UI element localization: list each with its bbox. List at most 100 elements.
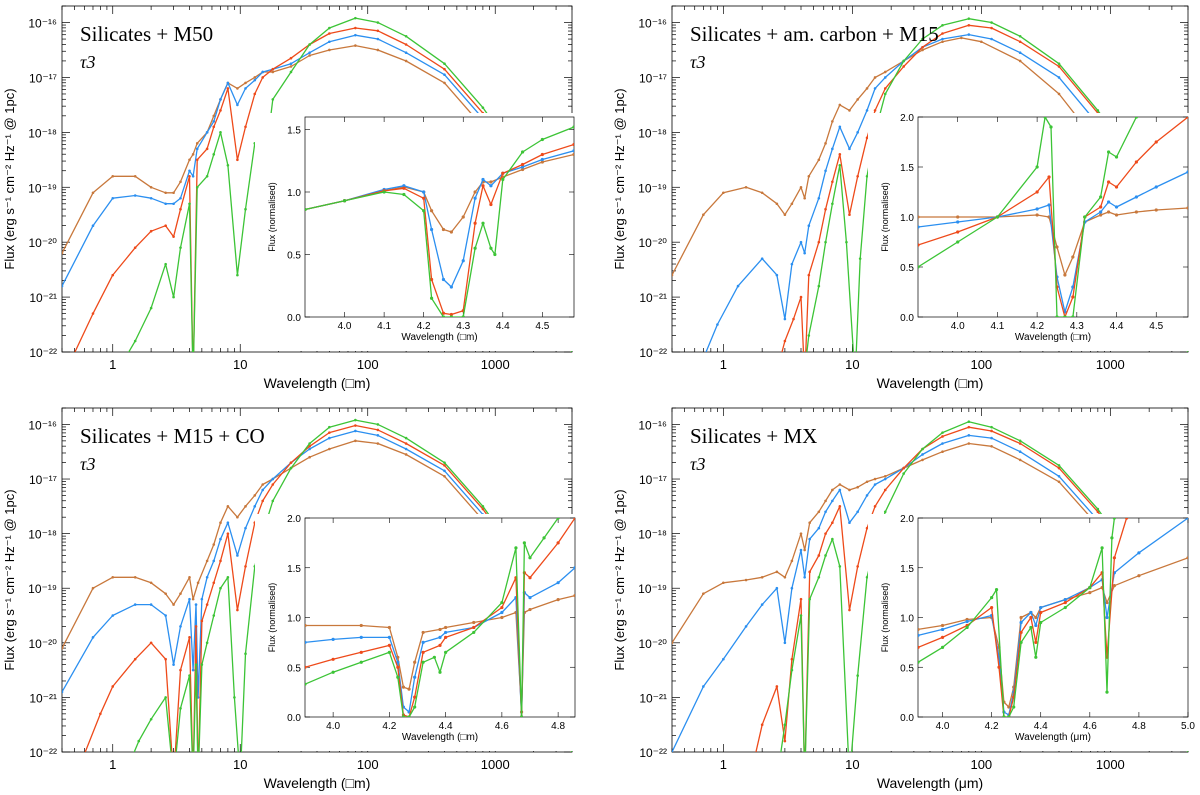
inset-data-point-green	[918, 660, 920, 664]
data-point-green	[376, 423, 380, 426]
inset-data-point-blue	[956, 220, 960, 224]
data-point-green	[244, 652, 247, 656]
inset-series-group	[305, 518, 575, 717]
data-point-brown	[817, 510, 821, 514]
data-point-blue	[831, 147, 834, 151]
inset-data-point-red	[572, 142, 574, 147]
data-point-blue	[194, 603, 198, 606]
y-axis-label: Flux (erg s⁻¹ cm⁻² Hz⁻¹ @ 1pc)	[2, 88, 17, 269]
data-point-blue	[149, 196, 153, 200]
x-tick-label: 1000	[1096, 757, 1125, 772]
data-point-brown	[702, 213, 705, 217]
data-point-green	[817, 284, 821, 288]
data-point-red	[195, 158, 199, 162]
y-tick-label: 10⁻²¹	[29, 291, 57, 305]
inset-x-tick-label: 4.0	[338, 321, 352, 332]
inset-data-point-green	[556, 518, 560, 520]
inset-x-tick-label: 4.2	[1030, 321, 1044, 332]
data-point-red	[188, 636, 191, 639]
inset-data-point-blue	[387, 635, 391, 640]
inset-data-point-blue	[1114, 205, 1119, 209]
inset-data-point-red	[1039, 610, 1043, 615]
inset-data-point-brown	[1019, 615, 1023, 620]
inset-x-tick-label: 4.1	[990, 321, 1004, 332]
y-tick-label: 10⁻¹⁸	[28, 126, 57, 140]
inset-data-point-blue	[444, 630, 448, 635]
data-point-green	[856, 674, 859, 677]
inset-series-group	[305, 125, 574, 317]
data-point-red	[443, 464, 446, 467]
inset-data-point-green	[501, 177, 505, 182]
inset-data-point-red	[500, 605, 504, 610]
y-tick-label: 10⁻¹⁶	[28, 418, 57, 432]
data-point-green	[212, 614, 216, 617]
data-point-green	[328, 425, 331, 429]
y-axis-label: Flux (erg s⁻¹ cm⁻² Hz⁻¹ @ 1pc)	[612, 489, 627, 670]
data-point-green	[799, 614, 803, 617]
data-point-brown	[856, 485, 859, 489]
inset-data-point-green	[519, 715, 524, 717]
inset-x-axis-label: Wavelength (□m)	[402, 732, 478, 743]
data-point-green	[164, 262, 167, 266]
data-point-red	[212, 125, 216, 129]
data-point-red	[289, 461, 293, 464]
data-point-blue	[133, 603, 137, 606]
data-point-brown	[838, 103, 842, 107]
inset-data-point-red	[501, 171, 505, 175]
inset-x-tick-label: 4.4	[439, 721, 453, 732]
data-point-green	[808, 597, 811, 601]
series-group	[62, 418, 572, 752]
data-point-green	[1057, 464, 1061, 467]
y-tick-label: 10⁻²¹	[639, 291, 667, 305]
inset-data-point-green	[500, 600, 504, 605]
data-point-blue	[111, 196, 115, 200]
data-point-red	[443, 67, 446, 71]
inset-data-point-brown	[1099, 213, 1103, 217]
data-point-red	[261, 499, 264, 503]
inset-data-point-green	[522, 541, 526, 545]
inset-data-point-green	[1112, 518, 1116, 520]
data-point-blue	[775, 273, 779, 277]
inset-data-point-red	[1154, 140, 1158, 144]
x-axis-label: Wavelength (□m)	[877, 375, 984, 391]
inset-data-point-red	[990, 605, 994, 610]
data-point-green	[137, 739, 141, 743]
data-point-green	[236, 273, 239, 277]
inset-data-point-blue	[918, 633, 920, 638]
data-point-blue	[443, 73, 446, 76]
data-point-brown	[848, 488, 851, 492]
data-point-red	[205, 147, 209, 151]
data-point-green	[205, 641, 209, 645]
data-point-blue	[967, 434, 971, 437]
data-point-blue	[693, 378, 696, 381]
inset-y-tick-label: 0.5	[287, 251, 301, 262]
data-point-red	[883, 87, 887, 90]
data-point-green	[817, 575, 821, 579]
data-point-green	[824, 554, 827, 557]
data-point-blue	[328, 40, 331, 44]
data-point-brown	[404, 59, 408, 63]
series-line-red	[74, 27, 572, 352]
data-point-blue	[702, 685, 705, 688]
data-point-green	[149, 306, 153, 310]
data-point-red	[967, 425, 971, 429]
inset-data-point-red	[540, 152, 544, 157]
data-point-blue	[941, 37, 944, 41]
inset-data-point-green	[401, 715, 406, 717]
inset-data-point-green	[995, 215, 1000, 219]
data-point-red	[902, 65, 905, 68]
data-point-blue	[775, 586, 779, 590]
data-point-brown	[865, 480, 869, 484]
inset-data-point-red	[1019, 630, 1023, 635]
x-tick-label: 100	[357, 757, 379, 772]
inset-data-point-red	[520, 162, 525, 167]
inset-data-point-brown	[407, 687, 411, 691]
data-point-brown	[328, 447, 331, 451]
inset-data-point-red	[472, 625, 476, 630]
inset-data-point-blue	[1186, 518, 1188, 520]
data-point-green	[219, 586, 222, 590]
data-point-red	[271, 483, 275, 486]
inset-x-tick-label: 4.0	[936, 721, 950, 732]
inset-data-point-blue	[421, 640, 425, 644]
inset-data-point-blue	[305, 640, 307, 644]
